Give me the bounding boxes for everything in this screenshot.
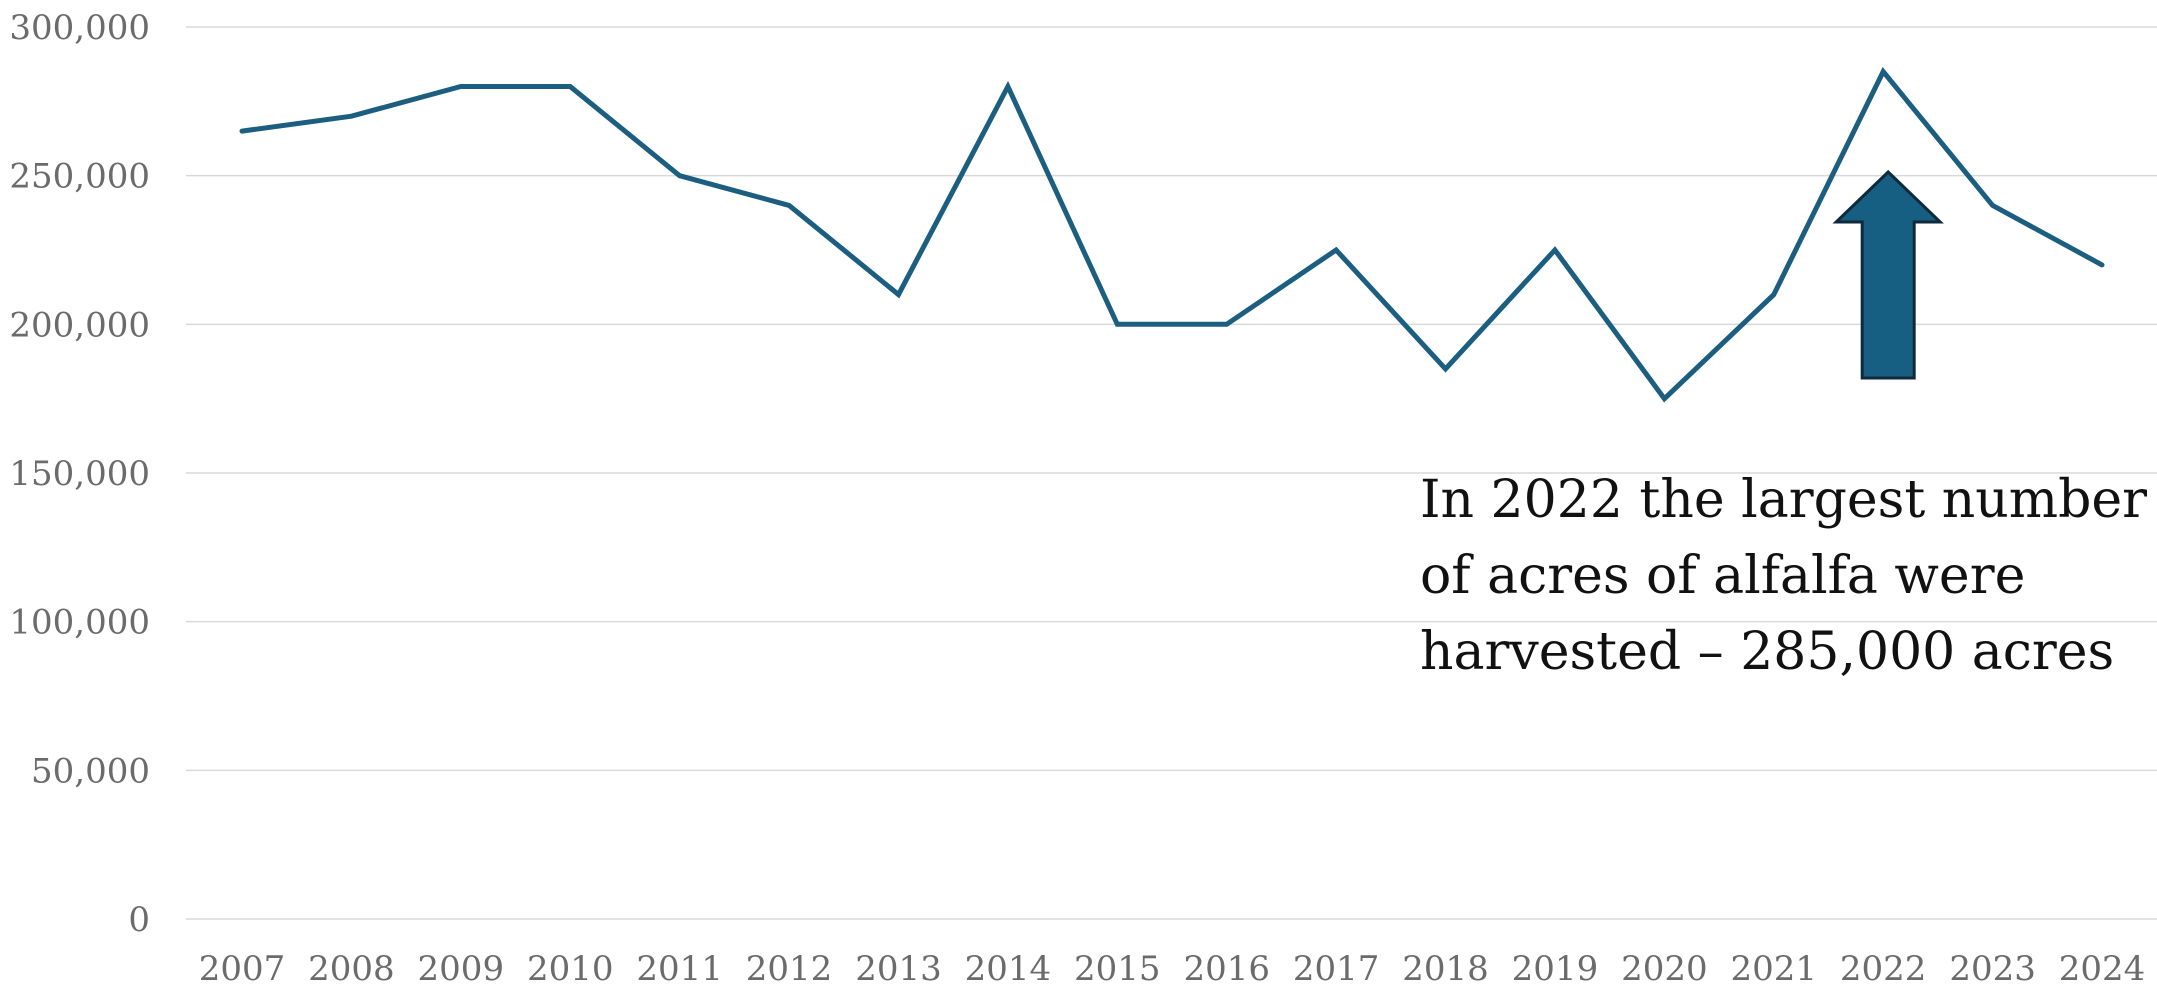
y-tick-label: 150,000 bbox=[9, 454, 150, 494]
x-tick-label: 2015 bbox=[1074, 949, 1161, 987]
x-tick-label: 2011 bbox=[636, 949, 723, 987]
x-tick-label: 2022 bbox=[1840, 949, 1927, 987]
y-tick-label: 50,000 bbox=[31, 751, 150, 791]
y-tick-label: 250,000 bbox=[9, 157, 150, 197]
x-tick-label: 2009 bbox=[418, 949, 505, 987]
annotation-text: In 2022 the largest number of acres of a… bbox=[1420, 462, 2147, 690]
x-tick-label: 2012 bbox=[746, 949, 833, 987]
x-tick-label: 2024 bbox=[2059, 949, 2146, 987]
x-tick-label: 2019 bbox=[1512, 949, 1599, 987]
x-axis-tick-labels: 2007 2008 2009 2010 2011 2012 2013 2014 2015 2016… bbox=[199, 949, 2146, 987]
x-tick-label: 2007 bbox=[199, 949, 286, 987]
y-tick-label: 0 bbox=[128, 900, 150, 940]
x-tick-label: 2020 bbox=[1621, 949, 1708, 987]
series-line bbox=[239, 67, 2105, 403]
series-layer bbox=[239, 67, 2105, 403]
x-tick-label: 2014 bbox=[965, 949, 1052, 987]
x-tick-label: 2021 bbox=[1730, 949, 1817, 987]
x-tick-label: 2017 bbox=[1293, 949, 1380, 987]
x-tick-label: 2018 bbox=[1402, 949, 1489, 987]
annotation-line-2: of acres of alfalfa were bbox=[1420, 546, 2026, 606]
x-tick-label: 2023 bbox=[1949, 949, 2036, 987]
up-arrow-icon bbox=[1832, 169, 1944, 380]
annotation-line-1: In 2022 the largest number bbox=[1420, 470, 2147, 530]
x-tick-label: 2010 bbox=[527, 949, 614, 987]
x-tick-label: 2016 bbox=[1183, 949, 1270, 987]
annotation-line-3: harvested – 285,000 acres bbox=[1420, 622, 2115, 682]
x-tick-label: 2008 bbox=[308, 949, 395, 987]
annotation-arrow-group bbox=[1832, 169, 1944, 380]
y-axis-tick-labels: 0 50,000 100,000 150,000 200,000 250,000 300,0… bbox=[9, 8, 150, 940]
x-tick-label: 2013 bbox=[855, 949, 942, 987]
y-tick-label: 300,000 bbox=[9, 8, 150, 48]
y-tick-label: 200,000 bbox=[9, 305, 150, 345]
y-tick-label: 100,000 bbox=[9, 603, 150, 643]
